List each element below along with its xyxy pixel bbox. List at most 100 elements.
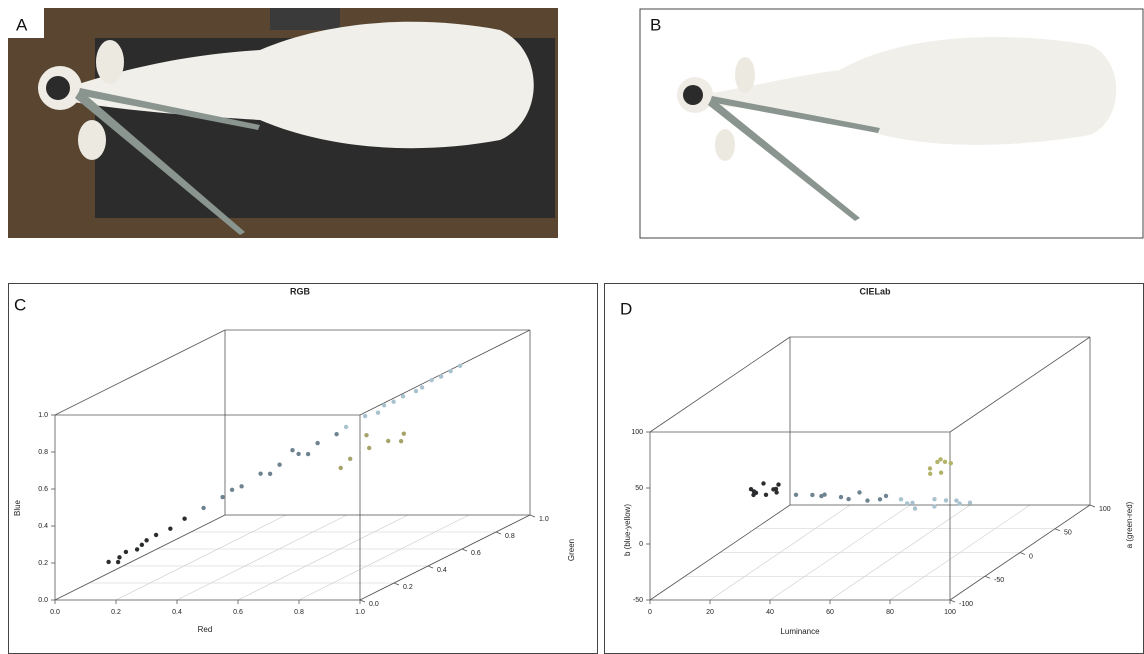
point: [168, 526, 172, 530]
point: [899, 497, 903, 501]
point: [865, 498, 869, 502]
point: [928, 472, 932, 476]
point: [774, 487, 778, 491]
x-tick-label: 0.8: [294, 609, 304, 616]
grid-line: [177, 515, 347, 600]
point: [306, 452, 310, 456]
point: [367, 446, 371, 450]
y-axis-label: a (green-red): [1125, 501, 1134, 548]
point: [117, 555, 121, 559]
point: [339, 466, 343, 470]
point: [344, 425, 348, 429]
box-edge: [360, 330, 530, 415]
point: [429, 378, 433, 382]
point: [420, 385, 424, 389]
point: [363, 414, 367, 418]
point: [932, 504, 936, 508]
point: [905, 501, 909, 505]
tick-mark: [950, 600, 955, 602]
point: [954, 498, 958, 502]
x-tick-label: 0.2: [111, 609, 121, 616]
point: [154, 533, 158, 537]
point: [776, 482, 780, 486]
point: [268, 472, 272, 476]
grid-line: [299, 515, 469, 600]
tick-mark: [428, 566, 433, 568]
y-axis-label: Green: [567, 539, 576, 561]
photo-a: [8, 8, 558, 238]
point: [414, 389, 418, 393]
z-tick-label: 0: [639, 541, 643, 548]
x-tick-label: 0.4: [172, 609, 182, 616]
x-tick-label: 80: [886, 609, 894, 616]
x-tick-label: 40: [766, 609, 774, 616]
point: [928, 466, 932, 470]
z-tick-label: 0.0: [38, 597, 48, 604]
point: [761, 481, 765, 485]
y-tick-label: 0.6: [471, 550, 481, 557]
point: [932, 497, 936, 501]
point: [943, 460, 947, 464]
point: [399, 439, 403, 443]
point: [376, 411, 380, 415]
box-edge: [650, 337, 790, 432]
x-tick-label: 1.0: [355, 609, 365, 616]
point: [957, 501, 961, 505]
z-tick-label: 0.8: [38, 449, 48, 456]
point: [106, 560, 110, 564]
point: [364, 433, 368, 437]
grid-line: [116, 515, 286, 600]
point: [439, 374, 443, 378]
point: [296, 452, 300, 456]
box-edge: [950, 337, 1090, 432]
panel-label: D: [620, 299, 632, 318]
point: [382, 403, 386, 407]
point: [220, 495, 224, 499]
photo-b: [640, 9, 1143, 238]
point: [878, 497, 882, 501]
point: [135, 547, 139, 551]
point: [944, 498, 948, 502]
z-tick-label: 0.4: [38, 523, 48, 530]
panel-label: C: [14, 295, 26, 314]
tick-mark: [1055, 529, 1060, 531]
point: [401, 394, 405, 398]
y-tick-label: 0.4: [437, 567, 447, 574]
point: [391, 400, 395, 404]
figure: A B C D RGB0.00.20.40.60.81.00.00.20.40.…: [0, 0, 1144, 654]
y-tick-label: -100: [959, 601, 973, 608]
z-tick-label: 0.2: [38, 560, 48, 567]
tick-mark: [985, 576, 990, 578]
tick-mark: [1090, 505, 1095, 507]
point: [201, 506, 205, 510]
point: [839, 495, 843, 499]
point: [884, 494, 888, 498]
point: [846, 497, 850, 501]
tick-mark: [462, 549, 467, 551]
point: [910, 501, 914, 505]
panel-label: B: [650, 15, 661, 34]
point: [230, 488, 234, 492]
x-tick-label: 20: [706, 609, 714, 616]
point: [752, 489, 756, 493]
y-tick-label: 0.0: [369, 601, 379, 608]
point: [819, 494, 823, 498]
point: [315, 441, 319, 445]
y-tick-label: 1.0: [539, 516, 549, 523]
box-edge: [360, 515, 530, 600]
z-tick-label: 1.0: [38, 412, 48, 419]
point: [144, 538, 148, 542]
tick-mark: [496, 532, 501, 534]
point: [458, 364, 462, 368]
point: [448, 369, 452, 373]
y-tick-label: 50: [1064, 530, 1072, 537]
tick-mark: [530, 515, 535, 517]
z-axis-label: b (blue-yellow): [623, 504, 632, 556]
tick-mark: [394, 583, 399, 585]
point: [913, 506, 917, 510]
point: [258, 471, 262, 475]
z-tick-label: 0.6: [38, 486, 48, 493]
y-tick-label: 0.8: [505, 533, 515, 540]
box-edge: [55, 330, 225, 415]
y-tick-label: -50: [994, 577, 1004, 584]
